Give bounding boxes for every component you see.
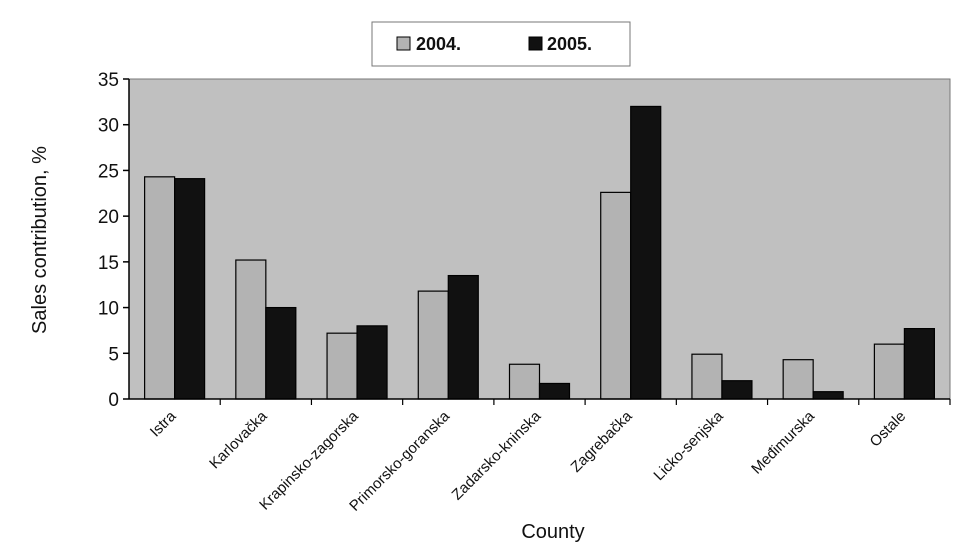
bar-2004-2 — [326, 332, 358, 400]
bar-2004-5 — [600, 191, 632, 400]
bar-2005-4 — [538, 382, 571, 400]
legend-label-2005: 2005. — [547, 34, 592, 54]
y-tick-label: 0 — [108, 390, 119, 411]
bar-2004-8 — [873, 343, 905, 400]
x-category-label: Istra — [147, 407, 180, 440]
legend: 2004. 2005. — [371, 21, 631, 67]
bars-group — [144, 105, 935, 400]
legend-label-2004: 2004. — [416, 34, 461, 54]
x-axis-title: County — [521, 521, 584, 543]
legend-swatch-2005 — [528, 36, 543, 51]
y-tick-label: 15 — [98, 253, 119, 274]
y-tick-label: 10 — [98, 299, 119, 320]
x-category-label: Ostale — [867, 408, 910, 451]
bar-2004-7 — [782, 359, 814, 400]
bar-2004-4 — [508, 363, 541, 400]
bar-2005-6 — [721, 380, 753, 400]
x-category-label: Međimurska — [748, 407, 818, 477]
y-tick-label: 20 — [98, 207, 119, 228]
bar-2004-6 — [691, 353, 723, 400]
bar-2005-1 — [265, 306, 297, 400]
x-axis: Istra KarlovačkaKrapinsko-zagorskaPrimors… — [129, 398, 951, 515]
bar-2004-1 — [235, 259, 267, 400]
x-category-label: Krapinsko-zagorska — [256, 407, 362, 513]
y-tick-label: 5 — [108, 344, 119, 365]
bar-2005-2 — [356, 325, 388, 400]
x-category-label: Zagrebačka — [568, 407, 636, 475]
y-tick-label: 35 — [98, 70, 119, 91]
legend-swatch-2004 — [396, 36, 411, 51]
y-tick-label: 30 — [98, 116, 119, 137]
bar-2005-0 — [174, 178, 206, 400]
bar-2005-7 — [812, 391, 844, 400]
bar-2005-8 — [903, 328, 935, 400]
x-category-label: Primorsko-goranska — [346, 407, 453, 514]
bar-2005-3 — [447, 274, 479, 400]
legend-box — [371, 21, 631, 67]
y-tick-label: 25 — [98, 161, 119, 182]
bar-2004-0 — [144, 176, 176, 400]
x-category-label: Karlovačka — [206, 407, 271, 472]
bar-2005-5 — [630, 105, 662, 400]
x-category-label: Licko-senjska — [650, 407, 727, 484]
x-category-label: Zadarsko-kninska — [449, 407, 545, 503]
y-axis: 0 5 10 15 20 25 30 35 — [98, 70, 130, 411]
y-axis-title: Sales contribution, % — [29, 146, 51, 334]
bar-2004-3 — [417, 290, 449, 400]
